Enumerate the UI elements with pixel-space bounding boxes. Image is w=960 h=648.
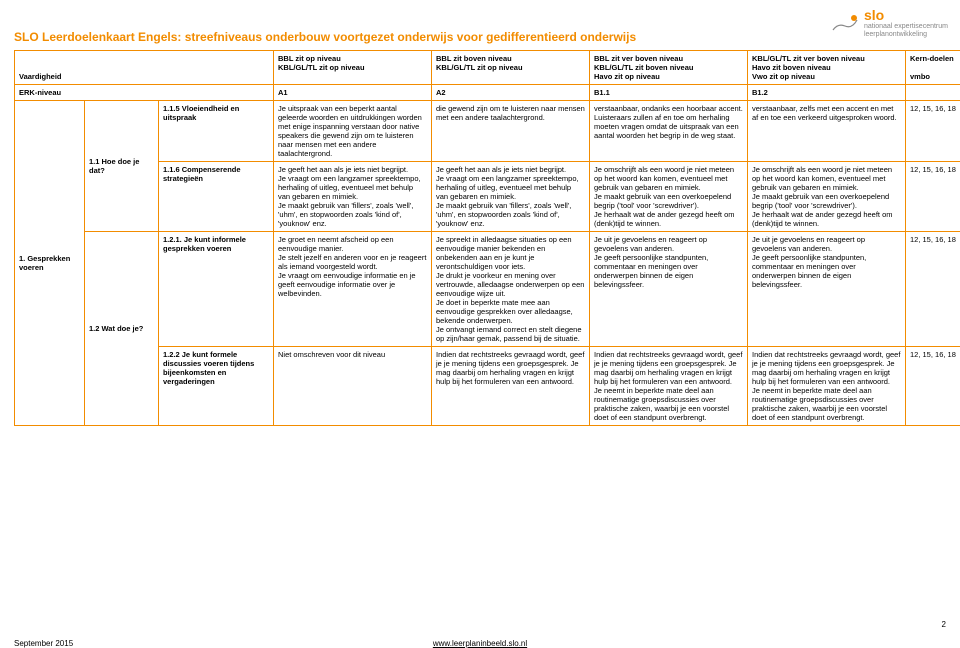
brand-logo: slo nationaal expertisecentrum leerplano… [832,8,948,39]
row-label: 1.2.2 Je kunt formele discussies voeren … [159,347,274,426]
category-label: 1. Gesprekken voeren [15,101,85,426]
header-level-4: KBL/GL/TL zit ver boven niveau Havo zit … [748,51,906,85]
footer-date: September 2015 [14,639,73,648]
brand-tagline-1: nationaal expertisecentrum [864,23,948,30]
cell: Je uit je gevoelens en reageert op gevoe… [748,232,906,347]
cell: Indien dat rechtstreeks gevraagd wordt, … [432,347,590,426]
kerndoel-vmbo: 12, 15, 16, 18 [906,162,960,232]
cell: Je geeft het aan als je iets niet begrij… [432,162,590,232]
cell: Je omschrijft als een woord je niet mete… [748,162,906,232]
header-vaardigheid: Vaardigheid [15,51,274,85]
cell: verstaanbaar, zelfs met een accent en me… [748,101,906,162]
erk-label: ERK-niveau [15,85,274,101]
footer-link: www.leerplaninbeeld.slo.nl [433,639,527,648]
cell: Je omschrijft als een woord je niet mete… [590,162,748,232]
brand-tagline-2: leerplanontwikkeling [864,31,927,38]
table-header-row: Vaardigheid BBL zit op niveau KBL/GL/TL … [15,51,960,85]
cell: Je groet en neemt afscheid op een eenvou… [274,232,432,347]
page-title: SLO Leerdoelenkaart Engels: streefniveau… [14,30,636,44]
subcategory-a: 1.1 Hoe doe je dat? [85,101,159,232]
cell: Indien dat rechtstreeks gevraagd wordt, … [590,347,748,426]
table-row: 1. Gesprekken voeren 1.1 Hoe doe je dat?… [15,101,960,162]
kerndoel-vmbo: 12, 15, 16, 18 [906,101,960,162]
logo-icon [832,12,858,34]
footer-page: 2 [942,620,946,629]
subcategory-b: 1.2 Wat doe je? [85,232,159,426]
kerndoel-vmbo: 12, 15, 16, 18 [906,232,960,347]
erk-a1: A1 [274,85,432,101]
erk-b12: B1.2 [748,85,906,101]
table-row: 1.2 Wat doe je? 1.2.1. Je kunt informele… [15,232,960,347]
cell: die gewend zijn om te luisteren naar men… [432,101,590,162]
header-kerndoelen-vmbo: Kern-doelenvmbo [906,51,960,85]
row-label: 1.1.5 Vloeiendheid en uitspraak [159,101,274,162]
row-label: 1.2.1. Je kunt informele gesprekken voer… [159,232,274,347]
header-level-2: BBL zit boven niveau KBL/GL/TL zit op ni… [432,51,590,85]
cell: Je uitspraak van een beperkt aantal gele… [274,101,432,162]
header-level-1: BBL zit op niveau KBL/GL/TL zit op nivea… [274,51,432,85]
kerndoel-vmbo: 12, 15, 16, 18 [906,347,960,426]
learning-goals-table: Vaardigheid BBL zit op niveau KBL/GL/TL … [14,50,960,426]
header-level-3: BBL zit ver boven niveau KBL/GL/TL zit b… [590,51,748,85]
row-label: 1.1.6 Compenserende strategieën [159,162,274,232]
erk-b11: B1.1 [590,85,748,101]
cell: Je spreekt in alledaagse situaties op ee… [432,232,590,347]
brand-text: slo nationaal expertisecentrum leerplano… [864,8,948,39]
erk-row: ERK-niveau A1 A2 B1.1 B1.2 [15,85,960,101]
brand-name: slo [864,8,948,23]
cell: verstaanbaar, ondanks een hoorbaar accen… [590,101,748,162]
cell: Niet omschreven voor dit niveau [274,347,432,426]
cell: Je geeft het aan als je iets niet begrij… [274,162,432,232]
cell: Indien dat rechtstreeks gevraagd wordt, … [748,347,906,426]
cell: Je uit je gevoelens en reageert op gevoe… [590,232,748,347]
erk-a2: A2 [432,85,590,101]
